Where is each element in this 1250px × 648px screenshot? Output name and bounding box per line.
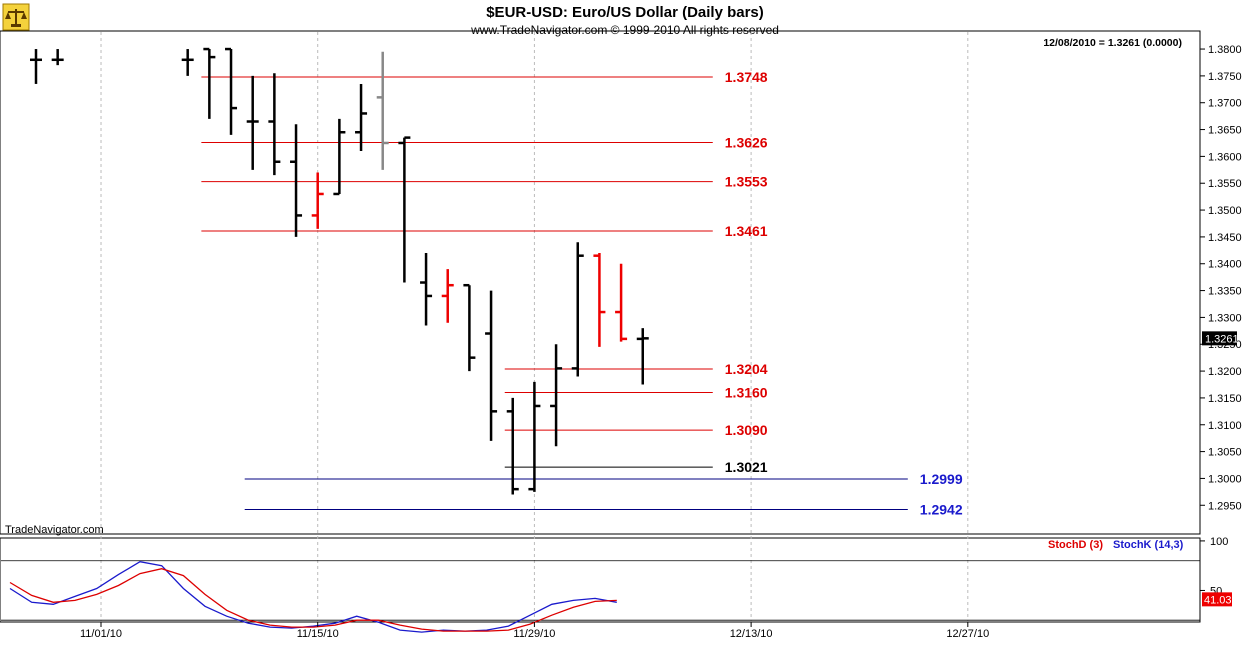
- ohlc-bar: [311, 172, 324, 229]
- ohlc-bar: [398, 136, 411, 283]
- y-tick-label: 1.3150: [1208, 393, 1242, 405]
- y-tick-label: 1.3600: [1208, 151, 1242, 163]
- x-tick-label: 12/27/10: [946, 628, 989, 640]
- level-label-1.2942: 1.2942: [920, 502, 963, 518]
- ohlc-bar: [51, 49, 64, 66]
- ohlc-bar: [571, 242, 584, 377]
- ohlc-bar: [376, 51, 389, 170]
- ohlc-bar: [550, 344, 563, 447]
- stoch-series-line: [9, 568, 617, 632]
- x-tick-label: 11/01/10: [80, 628, 122, 640]
- y-tick-label: 1.3450: [1208, 232, 1242, 244]
- level-label-1.3090: 1.3090: [725, 422, 768, 438]
- ohlc-bar: [290, 124, 303, 237]
- ohlc-bar: [528, 381, 541, 492]
- level-label-1.3160: 1.3160: [725, 385, 768, 401]
- stoch-series-line: [9, 561, 617, 633]
- y-tick-label: 1.3350: [1208, 286, 1242, 298]
- ohlc-bar: [30, 49, 42, 84]
- ohlc-bar: [615, 263, 628, 342]
- level-label-1.3626: 1.3626: [725, 134, 768, 150]
- x-tick-label: 12/13/10: [730, 628, 773, 640]
- watermark: TradeNavigator.com: [5, 524, 104, 536]
- y-tick-label: 1.3750: [1208, 71, 1242, 83]
- last-price-label: 1.3261: [1205, 333, 1239, 345]
- level-label-1.3553: 1.3553: [725, 174, 768, 190]
- ohlc-bar: [203, 47, 216, 119]
- y-tick-label: 1.3400: [1208, 259, 1242, 271]
- y-tick-label: 1.3550: [1208, 178, 1242, 190]
- ohlc-bar: [463, 283, 476, 372]
- stoch-value-box: [1202, 592, 1232, 607]
- y-tick-label: 1.3700: [1208, 98, 1242, 110]
- ohlc-bar: [355, 83, 368, 152]
- legend-stochd: StochD (3): [1048, 539, 1103, 551]
- ohlc-bar: [636, 328, 649, 385]
- legend-stochk: StochK (14,3): [1113, 539, 1184, 551]
- ohlc-bar: [441, 269, 454, 323]
- level-label-1.2999: 1.2999: [920, 471, 963, 487]
- y-tick-label: 1.3500: [1208, 205, 1242, 217]
- logo: [2, 3, 30, 31]
- ohlc-bar: [593, 253, 606, 347]
- y-tick-label: 1.3200: [1208, 366, 1242, 378]
- level-label-1.3748: 1.3748: [725, 69, 768, 85]
- copyright-line: www.TradeNavigator.com © 1999-2010 All r…: [470, 23, 779, 37]
- y-tick-label: 1.3650: [1208, 125, 1242, 137]
- ohlc-bar: [181, 49, 194, 76]
- level-label-1.3461: 1.3461: [725, 223, 768, 239]
- level-label-1.3021: 1.3021: [725, 459, 768, 475]
- chart-title: $EUR-USD: Euro/US Dollar (Daily bars): [486, 4, 764, 21]
- x-tick-label: 11/15/10: [297, 628, 339, 640]
- ohlc-bar: [506, 397, 519, 495]
- y-tick-label: 1.3300: [1208, 312, 1242, 324]
- x-tick-label: 11/29/10: [513, 628, 555, 640]
- stoch-y-tick-label: 100: [1210, 536, 1228, 548]
- ohlc-bar: [485, 290, 498, 441]
- ohlc-bar: [246, 75, 259, 170]
- level-label-1.3204: 1.3204: [725, 361, 768, 377]
- stoch-panel-frame: [0, 537, 1201, 623]
- ohlc-bar: [268, 73, 281, 176]
- status-readout: 12/08/2010 = 1.3261 (0.0000): [1043, 37, 1182, 49]
- ohlc-bar: [333, 118, 346, 196]
- y-tick-label: 1.3800: [1208, 44, 1242, 56]
- y-tick-label: 1.3000: [1208, 473, 1242, 485]
- y-tick-label: 1.3050: [1208, 447, 1242, 459]
- last-price-box: [1202, 331, 1237, 346]
- stoch-value-label: 41.03: [1204, 594, 1232, 606]
- ohlc-bar: [420, 253, 433, 326]
- y-tick-label: 1.3100: [1208, 420, 1242, 432]
- y-tick-label: 1.2950: [1208, 500, 1242, 512]
- ohlc-bar: [225, 47, 238, 135]
